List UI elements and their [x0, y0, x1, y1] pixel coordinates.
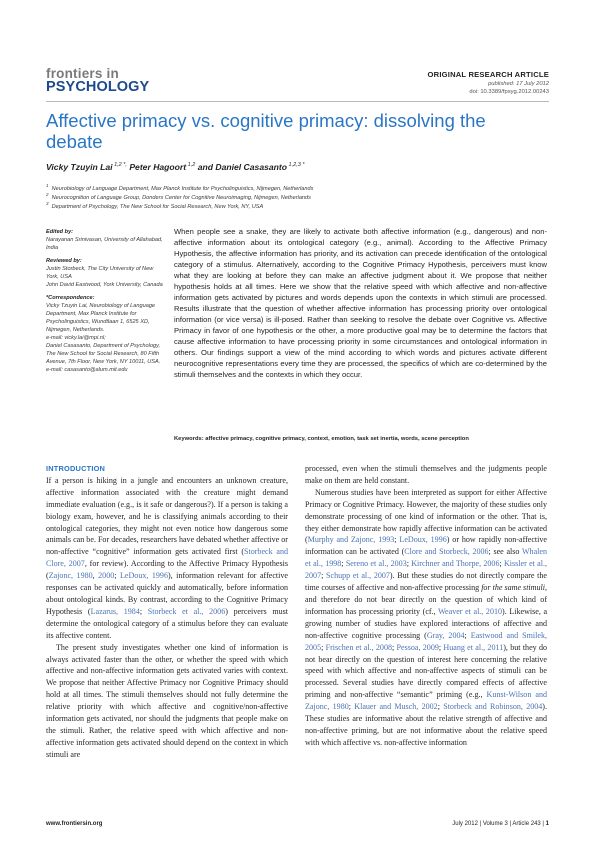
citation-link[interactable]: Pessoa, 2009: [396, 642, 439, 652]
author-name: Peter Hagoort: [129, 162, 187, 172]
correspondence-email[interactable]: e-mail: casasanto@alum.mit.edu: [46, 367, 128, 373]
author-sup: 1,2,3 *: [287, 162, 305, 169]
journal-logo: frontiers in PSYCHOLOGY: [46, 66, 150, 95]
doi: doi: 10.3389/fpsyg.2012.00243: [469, 88, 549, 95]
logo-line1: frontiers in: [46, 66, 119, 81]
correspondence-email[interactable]: e-mail: vicky.lai@mpi.nl;: [46, 335, 106, 341]
header-divider: [46, 101, 549, 102]
citation-link[interactable]: Storbeck and Clore, 2007: [46, 547, 288, 569]
citation-link[interactable]: Kirchner and Thorpe, 2006: [411, 559, 500, 569]
paragraph: The present study investigates whether o…: [46, 642, 288, 759]
body-column-left: INTRODUCTION If a person is hiking in a …: [46, 463, 288, 761]
affiliation-number: 3: [46, 201, 49, 206]
edited-by-label: Edited by:: [46, 229, 74, 235]
body-column-right: processed, even when the stimuli themsel…: [305, 463, 547, 749]
citation-link[interactable]: 2000: [98, 571, 115, 581]
author-list: Vicky Tzuyin Lai 1,2 *, Peter Hagoort 1,…: [46, 162, 546, 172]
paragraph: processed, even when the stimuli themsel…: [305, 464, 547, 485]
citation-link[interactable]: Storbeck and Robinson, 2004: [443, 702, 543, 712]
page-number: 1: [545, 821, 549, 827]
affiliation: 1 Neurobiology of Language Department, M…: [46, 182, 546, 193]
citation-link[interactable]: Weaver et al., 2010: [438, 606, 503, 616]
keywords-label: Keywords:: [174, 436, 204, 442]
citation-link[interactable]: LeDoux, 1996: [120, 571, 168, 581]
author-sup: 1,2 *,: [112, 162, 127, 169]
affiliation-number: 1: [46, 183, 49, 188]
correspondence-address: Vicky Tzuyin Lai, Neurobiology of Langua…: [46, 303, 156, 333]
author-name: Vicky Tzuyin Lai: [46, 162, 113, 172]
correspondence-address: Daniel Casasanto, Department of Psycholo…: [46, 343, 161, 365]
paragraph: Numerous studies have been interpreted a…: [305, 487, 548, 747]
reviewed-by-label: Reviewed by:: [46, 258, 82, 264]
reviewer: Justin Storbeck, The City University of …: [46, 266, 154, 280]
abstract: When people see a snake, they are likely…: [174, 227, 547, 379]
reviewer: John David Eastwood, York University, Ca…: [46, 282, 163, 288]
author-sup: 1,2: [186, 162, 196, 169]
emphasis: for the same stimuli: [481, 583, 545, 593]
citation-link[interactable]: Frischen et al., 2008: [325, 642, 392, 652]
citation-link[interactable]: Klauer and Musch, 2002: [354, 702, 438, 712]
citation-link[interactable]: Sereno et al., 2003: [345, 559, 407, 569]
citation-link[interactable]: Lazarus, 1984: [90, 606, 140, 616]
citation-link[interactable]: Eastwood and Smilek, 2005: [305, 630, 547, 652]
keywords-text: affective primacy, cognitive primacy, co…: [205, 436, 469, 442]
citation-link[interactable]: Murphy and Zajonc, 1993: [307, 535, 395, 545]
affiliation-number: 2: [46, 192, 49, 197]
citation-link[interactable]: Huang et al., 2011: [443, 642, 504, 652]
citation-link[interactable]: Zajonc, 1980: [48, 571, 93, 581]
citation-link[interactable]: Clore and Storbeck, 2006: [404, 547, 489, 557]
logo-line2: PSYCHOLOGY: [46, 79, 150, 95]
citation-link[interactable]: Kunst-Wilson and Zajonc, 1980: [305, 690, 547, 712]
article-type: ORIGINAL RESEARCH ARTICLE: [427, 70, 549, 79]
affiliation: 3 Department of Psychology, The New Scho…: [46, 200, 546, 211]
affiliation: 2 Neurocognition of Language Group, Dond…: [46, 191, 546, 202]
paper-title: Affective primacy vs. cognitive primacy:…: [46, 110, 486, 152]
citation-link[interactable]: Storbeck et al., 2006: [147, 606, 226, 616]
affiliation-text: Neurocognition of Language Group, Donder…: [51, 194, 311, 201]
section-heading: INTRODUCTION: [46, 464, 106, 473]
footer-issue-text: July 2012 | Volume 3 | Article 243 |: [452, 821, 546, 827]
correspondence-label: *Correspondence:: [46, 295, 95, 301]
editorial-info: Edited by: Narayanan Srinivasan, Univers…: [46, 228, 164, 374]
author-name: and Daniel Casasanto: [197, 162, 288, 172]
affiliation-text: Neurobiology of Language Department, Max…: [51, 185, 314, 192]
citation-link[interactable]: Schupp et al., 2007: [326, 571, 390, 581]
citation-link[interactable]: Kissler et al., 2007: [305, 559, 547, 581]
footer-issue: July 2012 | Volume 3 | Article 243 | 1: [452, 821, 549, 827]
editor: Narayanan Srinivasan, University of Alla…: [46, 237, 163, 251]
article-header: ORIGINAL RESEARCH ARTICLE published: 17 …: [428, 70, 549, 96]
citation-link[interactable]: Whalen et al., 1998: [305, 547, 547, 569]
published-date: published: 17 July 2012: [488, 81, 549, 87]
paragraph: If a person is hiking in a jungle and en…: [46, 475, 288, 640]
citation-link[interactable]: Gray, 2004: [426, 630, 465, 640]
citation-link[interactable]: LeDoux, 1996: [399, 535, 447, 545]
footer-url[interactable]: www.frontiersin.org: [46, 821, 103, 827]
affiliation-text: Department of Psychology, The New School…: [51, 203, 264, 210]
keywords: Keywords: affective primacy, cognitive p…: [174, 436, 547, 442]
